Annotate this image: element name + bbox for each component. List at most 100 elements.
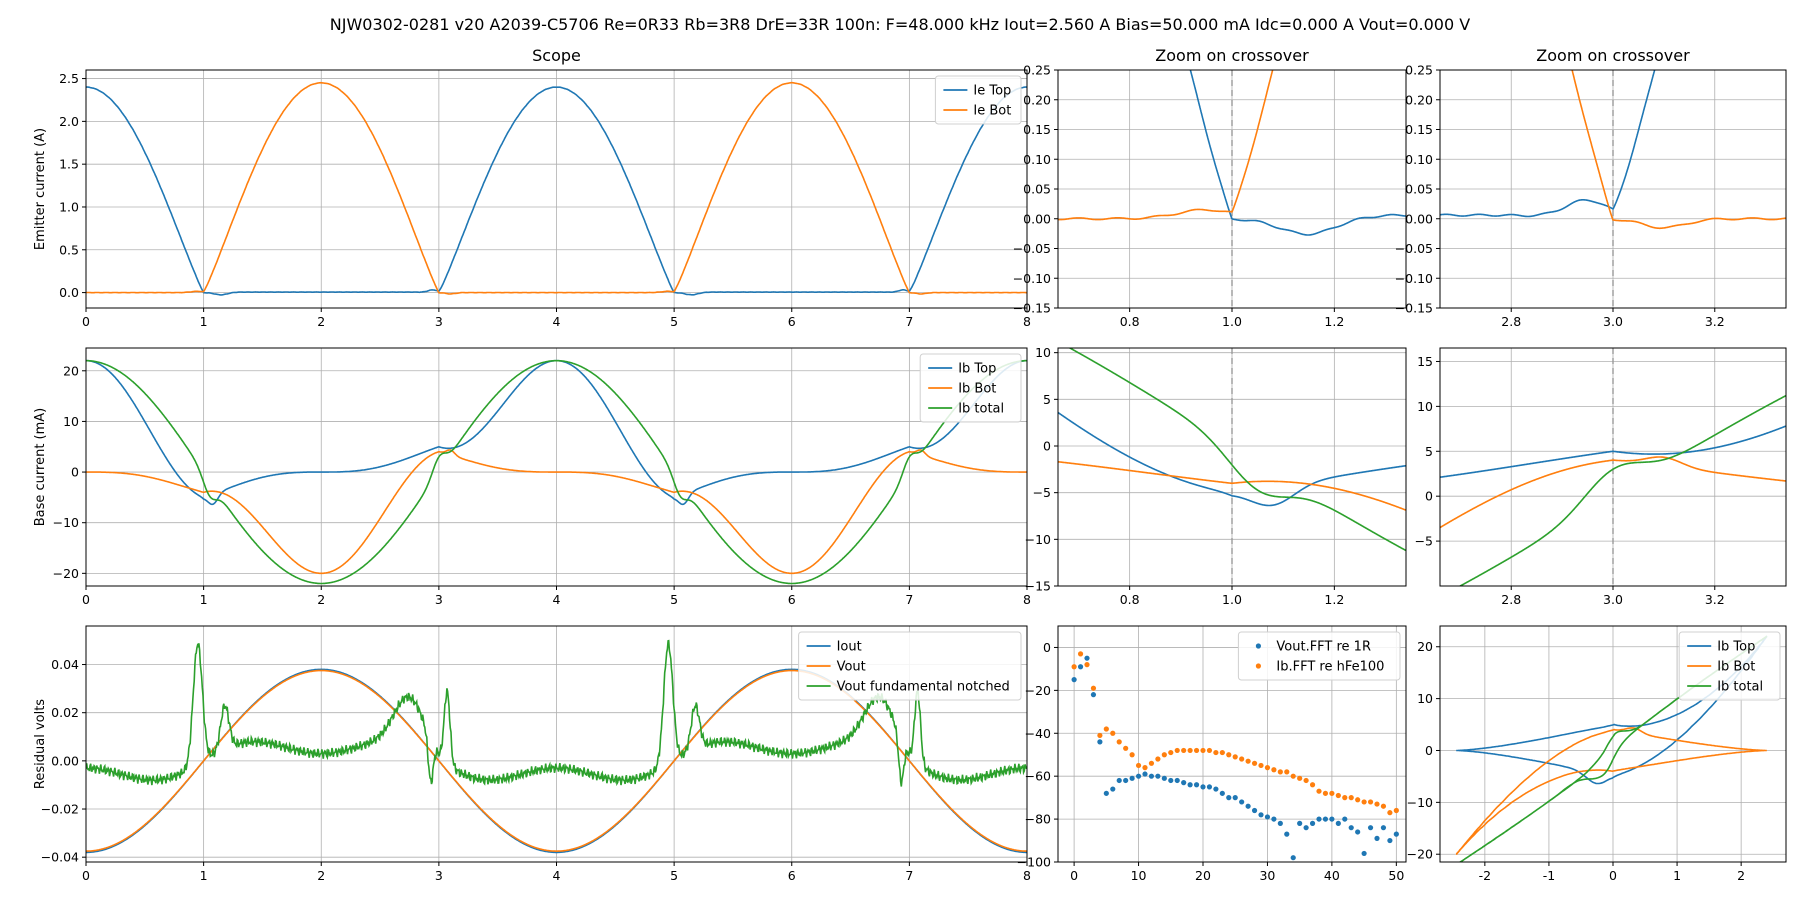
data-point bbox=[1239, 756, 1245, 762]
data-point bbox=[1219, 749, 1225, 756]
series-line-ib-bot bbox=[1455, 727, 1767, 855]
data-point bbox=[1090, 685, 1097, 691]
data-point bbox=[1090, 692, 1097, 698]
data-point bbox=[1155, 773, 1161, 779]
y-tick-label: 0 bbox=[1043, 439, 1051, 454]
y-tick-label: −60 bbox=[1025, 769, 1051, 784]
series-line-ie-top bbox=[1440, 70, 1656, 218]
x-tick-label: 0 bbox=[1070, 868, 1078, 883]
y-tick-label: −0.05 bbox=[1013, 241, 1051, 256]
data-point bbox=[1380, 803, 1387, 809]
x-tick-label: 2 bbox=[317, 868, 325, 883]
data-point bbox=[1277, 769, 1283, 775]
data-point bbox=[1297, 775, 1303, 781]
y-tick-label: 5 bbox=[1425, 444, 1433, 459]
data-point bbox=[1380, 825, 1387, 831]
data-point bbox=[1071, 677, 1077, 683]
legend: Iout Vout Vout fundamental notched bbox=[798, 631, 1022, 701]
x-tick-label: 1 bbox=[1673, 868, 1681, 883]
y-tick-label: −10 bbox=[53, 515, 79, 530]
data-point bbox=[1213, 786, 1219, 792]
panel-title: Scope bbox=[532, 46, 581, 65]
x-tick-label: 3.2 bbox=[1705, 314, 1725, 329]
y-tick-label: −10 bbox=[1407, 795, 1433, 810]
y-axis-label: Residual volts bbox=[33, 699, 48, 789]
x-tick-label: 3.0 bbox=[1603, 592, 1623, 607]
series-line-ib-bot bbox=[86, 449, 1027, 575]
data-point bbox=[1110, 786, 1116, 792]
data-point bbox=[1342, 816, 1348, 822]
x-tick-label: -2 bbox=[1479, 868, 1491, 883]
y-tick-label: −20 bbox=[1025, 683, 1051, 698]
y-tick-label: 10 bbox=[1417, 399, 1433, 414]
y-tick-label: 0.00 bbox=[51, 753, 79, 768]
y-tick-label: 10 bbox=[1035, 345, 1051, 360]
series-line-ib-bot bbox=[1058, 461, 1406, 511]
x-tick-label: 1.2 bbox=[1324, 314, 1344, 329]
data-point bbox=[1239, 799, 1245, 805]
data-point bbox=[1213, 749, 1219, 756]
axes-frame bbox=[1057, 625, 1407, 863]
data-point bbox=[1271, 816, 1277, 822]
data-point bbox=[1342, 795, 1348, 801]
y-tick-label: −40 bbox=[1025, 726, 1051, 741]
data-point bbox=[1168, 777, 1174, 784]
legend-marker bbox=[1255, 663, 1261, 669]
data-point bbox=[1123, 745, 1129, 751]
x-tick-label: 6 bbox=[788, 314, 796, 329]
y-axis-label: Base current (mA) bbox=[33, 408, 48, 527]
data-point bbox=[1297, 820, 1303, 826]
data-point bbox=[1251, 760, 1258, 766]
data-point bbox=[1322, 790, 1329, 796]
y-tick-label: 10 bbox=[1417, 691, 1433, 706]
panel-title: Zoom on crossover bbox=[1155, 46, 1309, 65]
y-tick-label: 2.0 bbox=[59, 114, 79, 129]
y-tick-label: 0 bbox=[1043, 640, 1051, 655]
y-tick-label: −0.10 bbox=[1395, 271, 1433, 286]
data-point bbox=[1303, 825, 1309, 831]
data-point bbox=[1367, 799, 1374, 805]
data-point bbox=[1219, 790, 1225, 796]
panel-title: Zoom on crossover bbox=[1536, 46, 1690, 65]
suptitle: NJW0302-0281 v20 A2039-C5706 Re=0R33 Rb=… bbox=[330, 15, 1470, 34]
x-tick-label: 3 bbox=[435, 314, 443, 329]
y-tick-label: 0.05 bbox=[1023, 182, 1051, 197]
y-tick-label: 0.15 bbox=[1405, 122, 1433, 137]
data-point bbox=[1135, 762, 1142, 769]
data-point bbox=[1097, 732, 1103, 739]
series-line-ib-total bbox=[86, 359, 1027, 585]
data-point bbox=[1361, 850, 1367, 857]
data-point bbox=[1206, 784, 1213, 790]
x-tick-label: 30 bbox=[1259, 868, 1275, 883]
x-tick-label: 6 bbox=[788, 868, 796, 883]
y-tick-label: 15 bbox=[1417, 354, 1433, 369]
data-point bbox=[1103, 790, 1109, 796]
y-tick-label: 0 bbox=[1425, 489, 1433, 504]
x-tick-label: 8 bbox=[1023, 314, 1031, 329]
data-point bbox=[1348, 825, 1354, 831]
data-point bbox=[1264, 814, 1271, 820]
x-tick-label: 40 bbox=[1324, 868, 1340, 883]
series-line-ib-bot bbox=[1440, 456, 1786, 529]
data-point bbox=[1361, 799, 1367, 805]
y-tick-label: −5 bbox=[1415, 534, 1433, 549]
y-tick-label: 0.20 bbox=[1023, 92, 1051, 107]
y-tick-label: 0.02 bbox=[51, 705, 79, 720]
y-tick-label: −5 bbox=[1033, 485, 1051, 500]
data-point bbox=[1335, 820, 1341, 826]
data-point bbox=[1226, 795, 1232, 801]
series-line-ie-bot bbox=[1058, 70, 1274, 221]
x-tick-label: 8 bbox=[1023, 592, 1031, 607]
x-tick-label: 3.2 bbox=[1705, 592, 1725, 607]
y-tick-label: 10 bbox=[63, 414, 79, 429]
data-point bbox=[1129, 752, 1135, 758]
legend-label: Ib total bbox=[958, 402, 1004, 417]
x-tick-label: 7 bbox=[905, 592, 913, 607]
y-tick-label: −20 bbox=[53, 566, 79, 581]
legend-label: Vout fundamental notched bbox=[837, 680, 1010, 695]
data-point bbox=[1367, 825, 1374, 831]
legend: Ib Top Ib Bot Ib total bbox=[1678, 631, 1781, 701]
y-tick-label: 0.00 bbox=[1023, 211, 1051, 226]
data-point bbox=[1161, 775, 1167, 781]
data-point bbox=[1245, 803, 1251, 809]
